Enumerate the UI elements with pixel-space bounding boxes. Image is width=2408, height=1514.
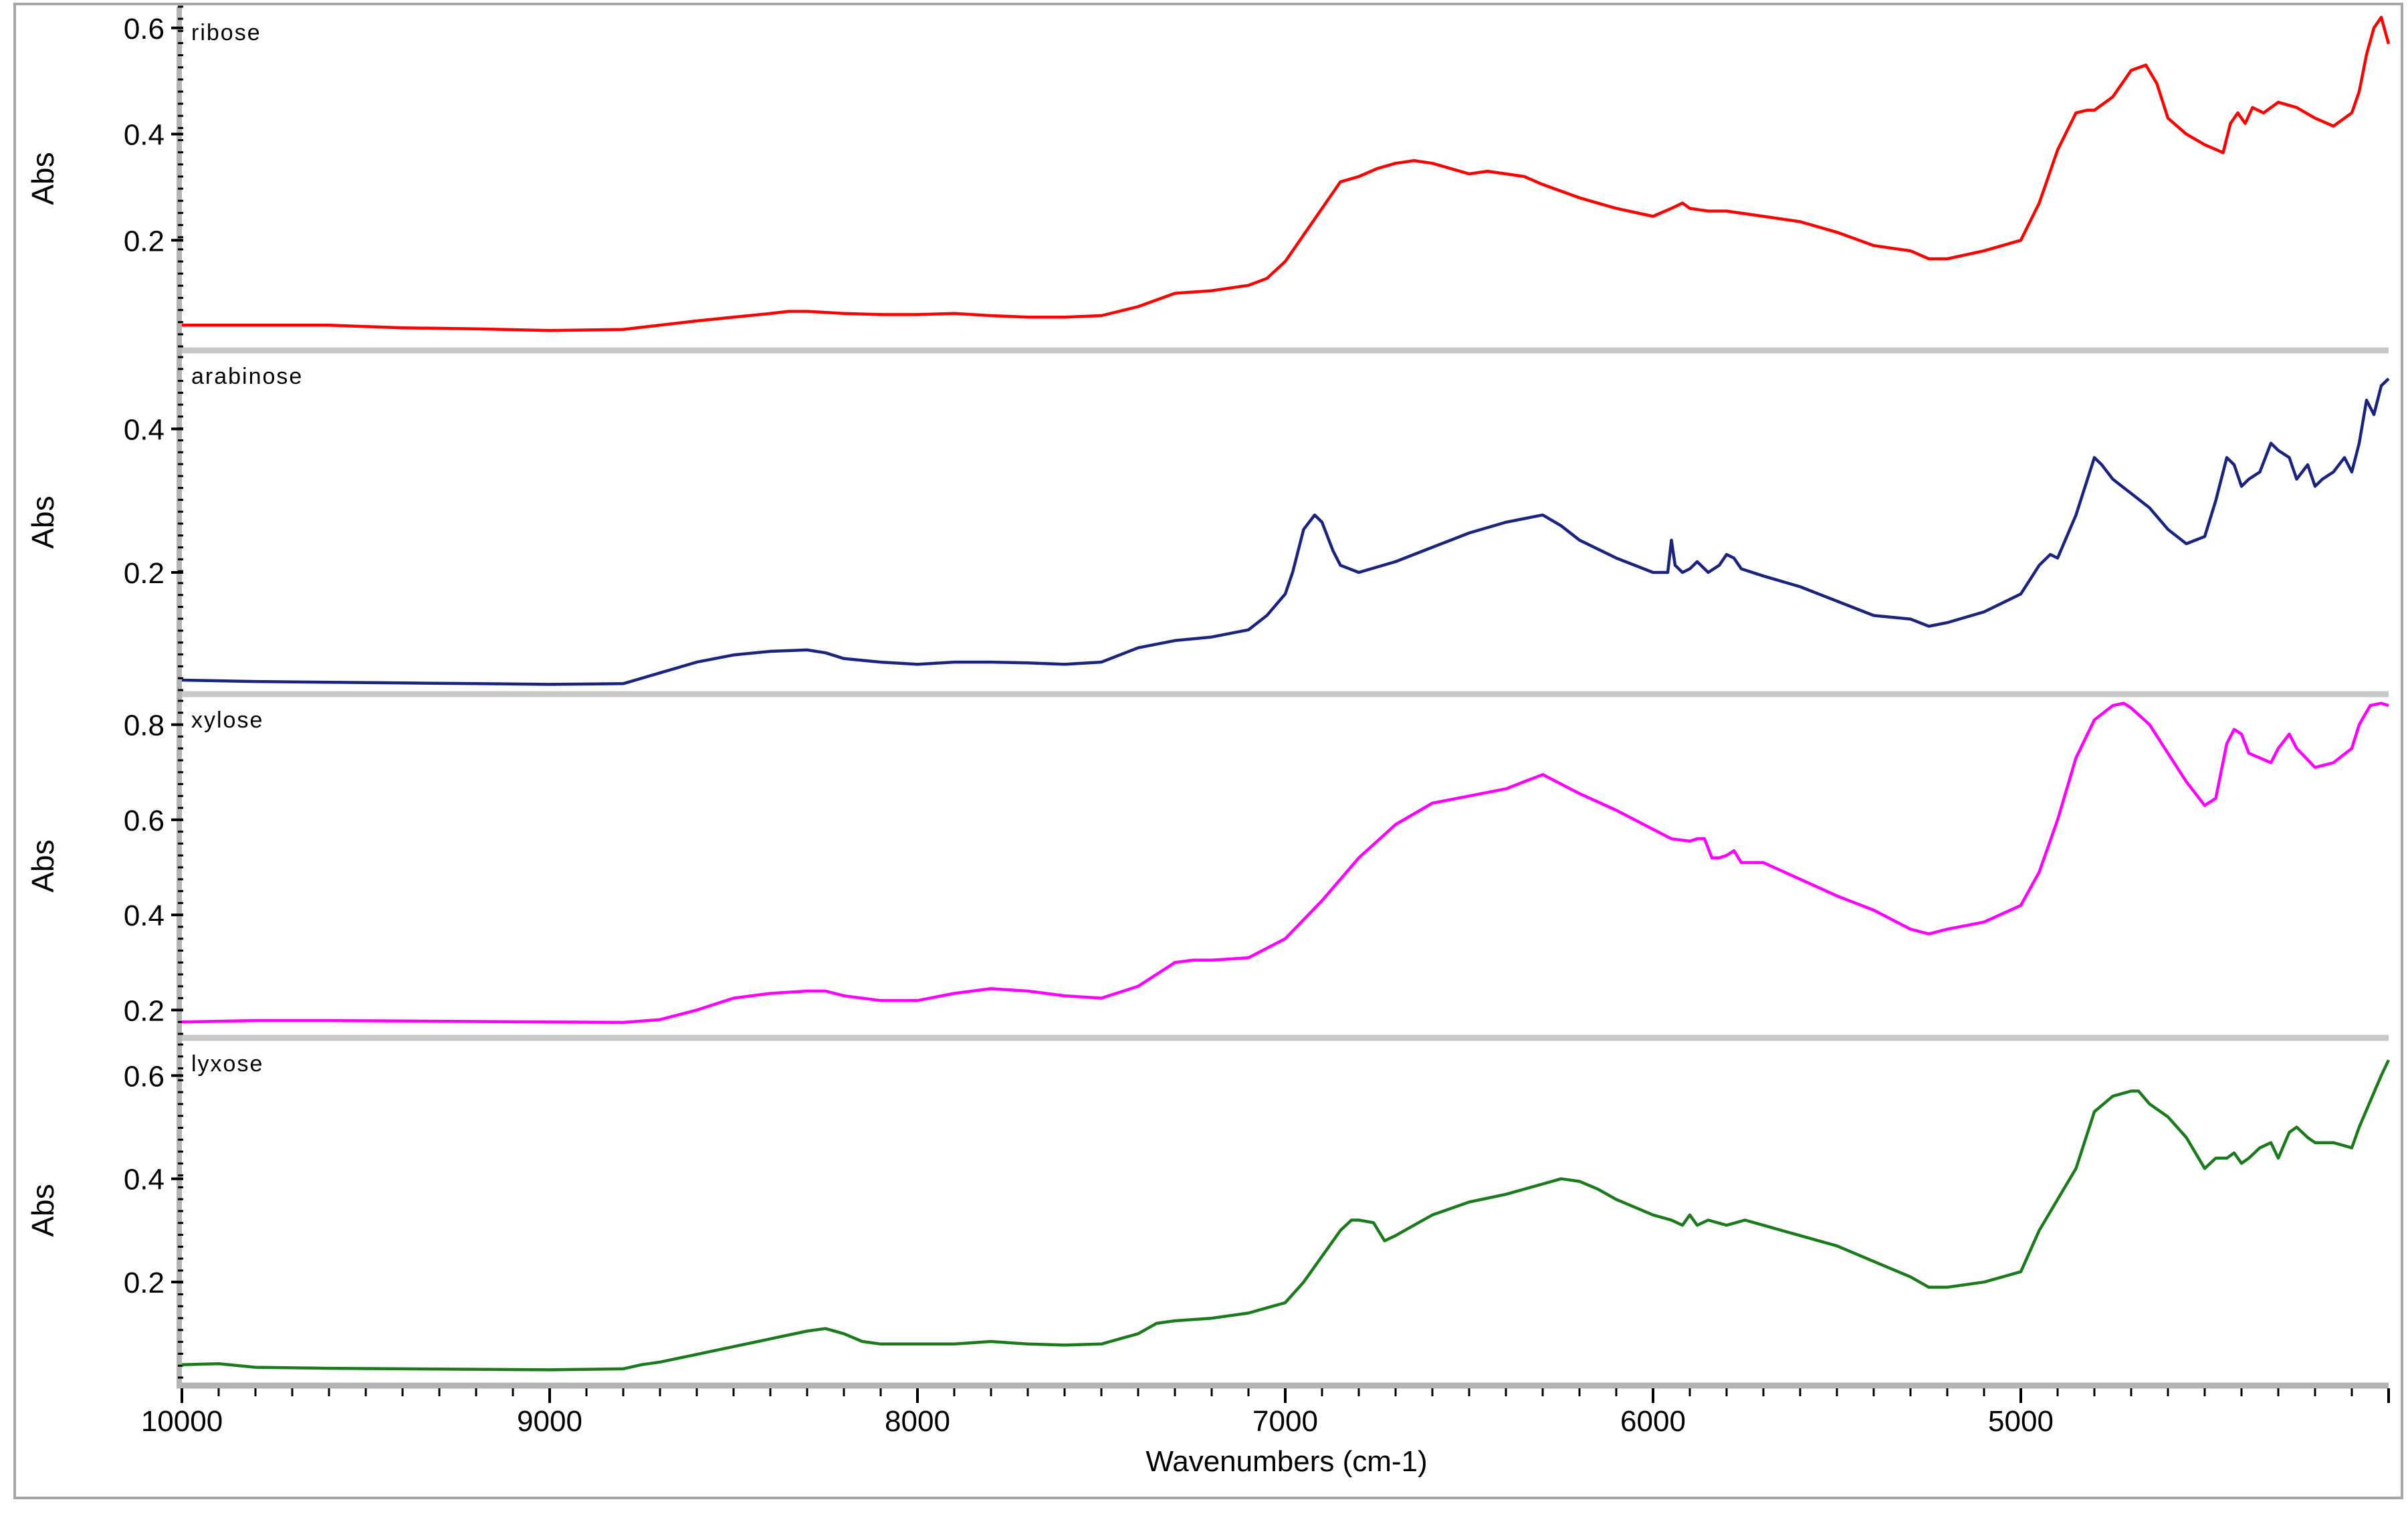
y-tick-label: 0.4 <box>124 119 165 152</box>
x-tick-label: 6000 <box>1620 1405 1686 1438</box>
panel-title: lyxose <box>191 1051 263 1077</box>
y-tick-label: 0.4 <box>124 1164 165 1196</box>
y-tick-label: 0.6 <box>124 13 165 45</box>
x-axis: 10000 9000 8000 7000 6000 5000 <box>141 1382 2390 1438</box>
series-line-xylose <box>181 701 2389 1024</box>
y-tick-label: 0.4 <box>124 413 165 446</box>
panel-title: ribose <box>191 20 261 45</box>
series-line-lyxose <box>181 1059 2391 1372</box>
y-tick-label: 0.6 <box>124 804 165 837</box>
series-line-ribose <box>182 15 2391 332</box>
panel-arabinose: 0.2 0.4 Abs arabinose <box>25 350 2390 697</box>
x-tick-label: 5000 <box>1988 1405 2054 1438</box>
y-tick-label: 0.2 <box>124 557 165 590</box>
panel-xylose: 0.2 0.4 0.6 0.8 Abs xylose <box>25 694 2389 1041</box>
y-axis-label: Abs <box>25 152 60 205</box>
x-tick-label: 8000 <box>885 1405 950 1438</box>
series-line-arabinose <box>181 377 2390 686</box>
panel-title: arabinose <box>191 364 303 389</box>
panel-ribose: 0.2 0.4 0.6 Abs ribose <box>25 5 2391 354</box>
panel-lyxose: 0.2 0.4 0.6 Abs lyxose <box>25 1038 2391 1383</box>
y-tick-label: 0.6 <box>124 1060 165 1093</box>
y-tick-label: 0.2 <box>124 225 165 257</box>
y-tick-label: 0.2 <box>124 1267 165 1299</box>
x-axis-label: Wavenumbers (cm-1) <box>1145 1445 1427 1478</box>
figure-frame <box>13 3 2403 1499</box>
y-tick-label: 0.8 <box>124 710 165 742</box>
y-axis-label: Abs <box>25 496 60 548</box>
x-tick-label: 9000 <box>517 1405 582 1438</box>
y-axis-label: Abs <box>25 1184 60 1236</box>
y-tick-label: 0.4 <box>124 899 165 932</box>
y-axis-label: Abs <box>25 839 60 892</box>
panel-title: xylose <box>191 708 263 733</box>
x-tick-label: 10000 <box>141 1405 223 1438</box>
y-tick-label: 0.2 <box>124 994 165 1027</box>
x-tick-label: 7000 <box>1252 1405 1318 1438</box>
